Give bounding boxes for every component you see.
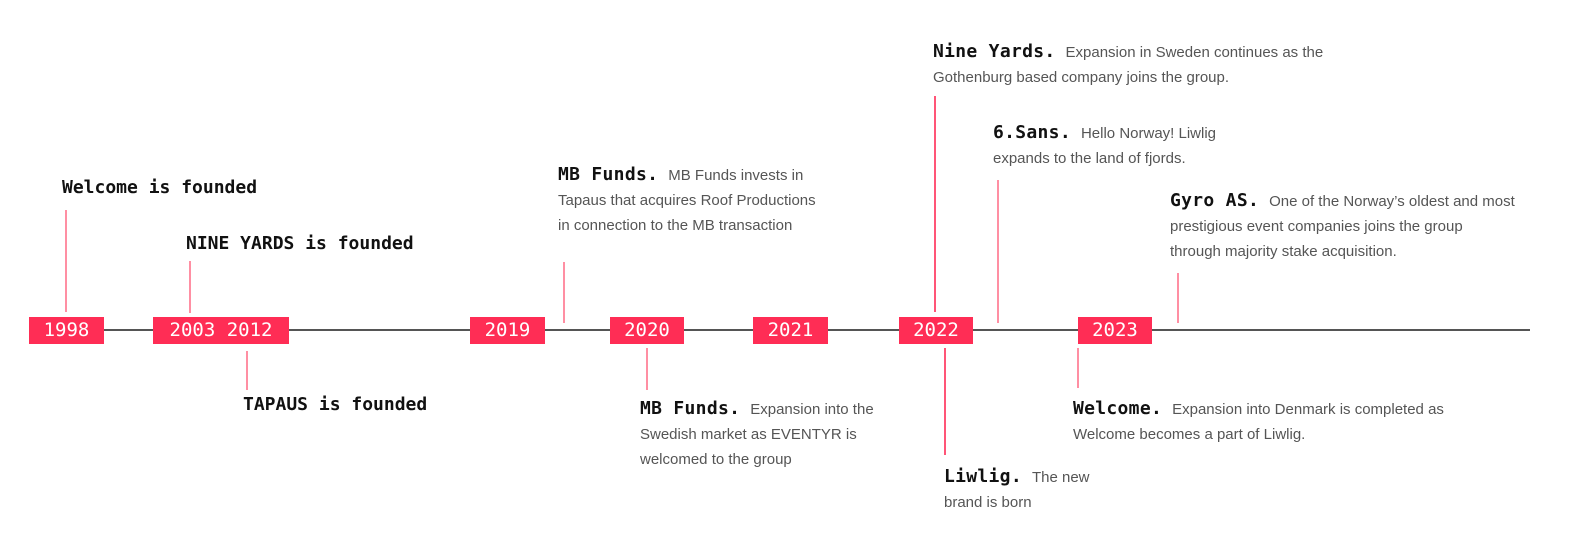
event-6-sans: 6.Sans. Hello Norway! Liwlig expands to t… — [993, 120, 1253, 171]
event-title: Nine Yards. — [933, 41, 1056, 62]
year-badge-2003-2012: 2003 2012 — [153, 317, 289, 344]
milestone-nine-yards-founded: NINE YARDS is founded — [186, 233, 414, 254]
connector — [1177, 273, 1179, 323]
event-title: Liwlig. — [944, 466, 1022, 487]
milestone-tapaus-founded: TAPAUS is founded — [243, 394, 428, 415]
event-text: Expansion into Denmark is completed as W… — [1073, 401, 1444, 443]
event-gyro-as: Gyro AS. One of the Norway’s oldest and m… — [1170, 188, 1515, 264]
event-mb-funds-2019: MB Funds. MB Funds invests in Tapaus that… — [558, 162, 823, 238]
event-text: Expansion in Sweden continues as the Got… — [933, 44, 1324, 86]
year-badge-2021: 2021 — [753, 317, 828, 344]
year-badge-1998: 1998 — [29, 317, 104, 344]
event-welcome: Welcome. Expansion into Denmark is comple… — [1073, 396, 1473, 447]
connector — [1077, 348, 1079, 388]
event-title: MB Funds. — [558, 164, 659, 185]
connector — [189, 261, 191, 313]
year-badge-2023: 2023 — [1078, 317, 1152, 344]
year-badge-2020: 2020 — [610, 317, 684, 344]
event-mb-funds-2020: MB Funds. Expansion into the Swedish mark… — [640, 396, 905, 472]
event-text: One of the Norway’s oldest and most pres… — [1170, 193, 1515, 260]
connector — [563, 262, 565, 323]
event-text: The new brand is born — [944, 469, 1090, 511]
connector — [934, 96, 936, 312]
event-title: Gyro AS. — [1170, 190, 1260, 211]
event-title: Welcome. — [1073, 398, 1163, 419]
event-text: Hello Norway! Liwlig expands to the land… — [993, 125, 1217, 167]
event-text: MB Funds invests in Tapaus that acquires… — [558, 167, 816, 234]
year-badge-2022: 2022 — [899, 317, 973, 344]
event-liwlig: Liwlig. The new brand is born — [944, 464, 1124, 515]
connector — [65, 210, 67, 312]
connector — [646, 348, 648, 390]
milestone-welcome-founded: Welcome is founded — [62, 177, 258, 198]
year-badge-2019: 2019 — [470, 317, 545, 344]
connector — [997, 180, 999, 323]
event-title: MB Funds. — [640, 398, 741, 419]
event-text: Expansion into the Swedish market as EVE… — [640, 401, 874, 468]
connector — [246, 351, 248, 390]
event-nine-yards: Nine Yards. Expansion in Sweden continues… — [933, 39, 1363, 90]
event-title: 6.Sans. — [993, 122, 1071, 143]
connector — [944, 348, 946, 455]
